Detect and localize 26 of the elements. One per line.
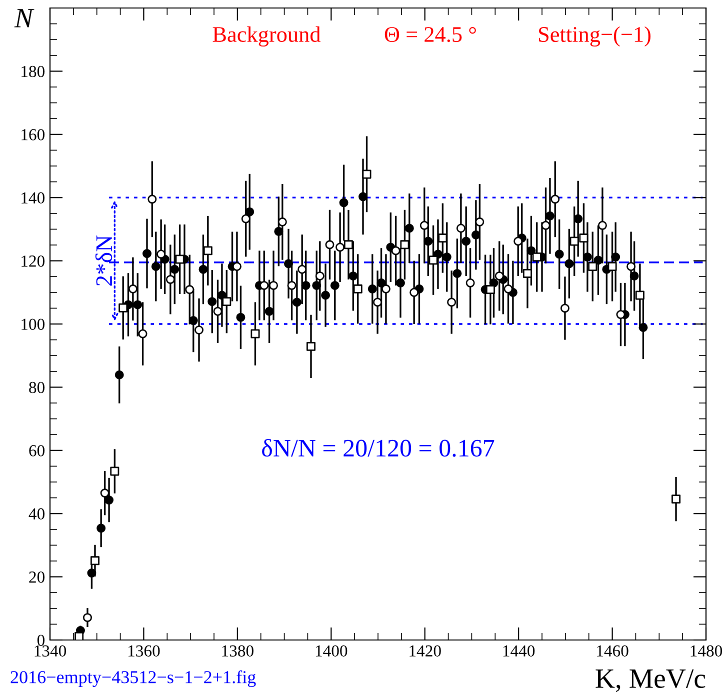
y-tick-label: 120: [22, 256, 45, 267]
x-tick-label: 1480: [690, 645, 722, 657]
y-tick-label: 180: [22, 66, 45, 78]
y-tick-label: 60: [29, 445, 45, 456]
x-tick-label: 1360: [128, 645, 160, 657]
x-axis-title: K, MeV/c: [596, 669, 706, 692]
x-tick-label: 1460: [597, 645, 628, 657]
annotation: Background: [212, 26, 321, 47]
x-tick-label: 1440: [503, 645, 535, 657]
y-tick-label: 100: [22, 318, 45, 330]
y-tick-label: 80: [29, 382, 45, 394]
y-axis-title: N: [14, 9, 34, 28]
y-tick-label: 0: [37, 634, 45, 646]
x-tick-label: 1380: [222, 645, 254, 657]
annotation: Setting−(−1): [538, 26, 650, 47]
annotation: Θ = 24.5 °: [384, 27, 476, 42]
x-tick-label: 1420: [410, 645, 441, 657]
y-tick-label: 140: [22, 192, 45, 204]
y-tick-label: 160: [22, 129, 45, 140]
x-tick-label: 1400: [316, 645, 348, 657]
annotation: 2*δN: [95, 235, 112, 286]
y-tick-label: 20: [29, 572, 45, 583]
annotation: δN/N = 20/120 = 0.167: [262, 438, 494, 457]
text: 2016−empty−43512−s−1−2+1.fig: [10, 670, 256, 687]
y-tick-label: 40: [28, 508, 45, 520]
x-tick-label: 1340: [34, 645, 66, 657]
